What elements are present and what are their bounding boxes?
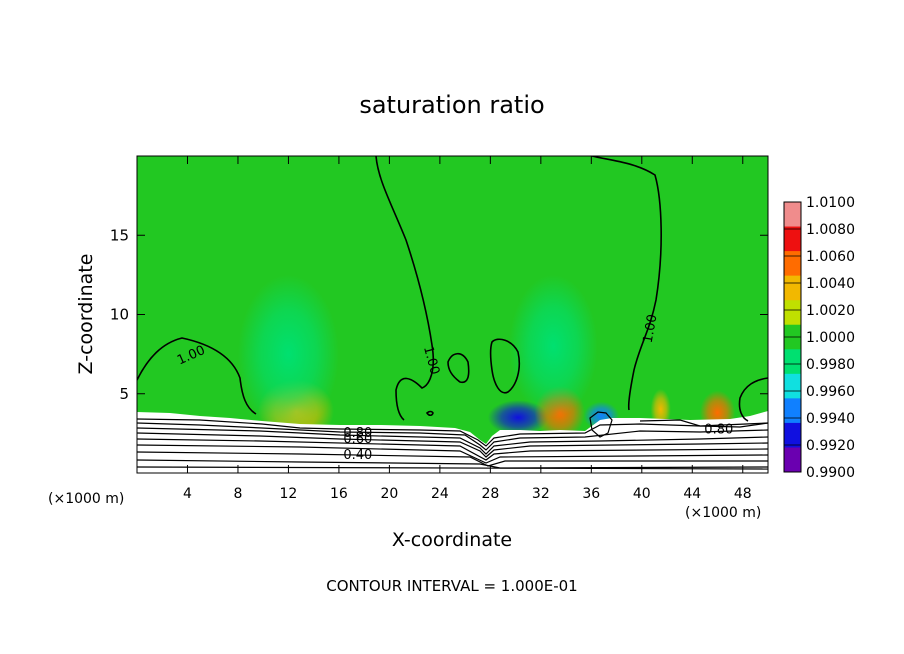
- colorbar-swatch: [784, 373, 801, 399]
- contour-label: 1.00: [420, 345, 442, 377]
- contour-line: [425, 410, 434, 417]
- contour-line: [137, 427, 768, 455]
- contour-line: [591, 156, 662, 411]
- colorbar: 1.0100 1.0080 1.0060 1.0040 1.0020 1.0000 0.99…: [783, 195, 855, 481]
- lower-contour-region: [137, 411, 768, 473]
- contour-line: [137, 337, 257, 415]
- y-axis-ticks: 5 10 15: [110, 226, 768, 403]
- contour-line: [137, 422, 768, 451]
- colorbar-swatch: [784, 275, 801, 301]
- colorbar-label: 1.0060: [806, 249, 855, 265]
- contour-line: [489, 338, 521, 394]
- contour-line: [375, 156, 435, 421]
- colorbar-label: 1.0000: [806, 330, 855, 346]
- colorbar-swatch: [784, 202, 801, 228]
- contour-line: [137, 451, 768, 467]
- x-tick-label: 8: [233, 486, 242, 502]
- x-tick-label: 16: [330, 486, 348, 502]
- colorbar-label: 0.9920: [806, 438, 855, 454]
- contour-line: [447, 352, 470, 384]
- contour-label: 0.80: [704, 423, 733, 438]
- colorbar-swatch: [784, 447, 801, 473]
- contour-line: [137, 418, 768, 447]
- contour-label: 0.60: [343, 432, 372, 447]
- x-tick-label: 44: [683, 486, 701, 502]
- x-tick-label: 4: [183, 486, 192, 502]
- colorbar-label: 0.9940: [806, 411, 855, 427]
- colorbar-label: 1.0020: [806, 303, 855, 319]
- colorbar-label: 1.0100: [806, 195, 855, 211]
- x-axis-ticks: 4 8 12 16 20 24 28 32 36 40 44 48: [183, 156, 752, 502]
- contour-line: [639, 419, 768, 428]
- chart-title: saturation ratio: [359, 91, 544, 119]
- contour-line: [137, 459, 768, 469]
- colorbar-swatch: [784, 226, 801, 252]
- x-tick-label: 48: [734, 486, 752, 502]
- x-tick-label: 32: [532, 486, 550, 502]
- colorbar-swatch: [784, 300, 801, 326]
- field-anomaly: [237, 274, 339, 434]
- colorbar-label: 0.9960: [806, 384, 855, 400]
- colorbar-swatch: [784, 349, 801, 375]
- y-tick-label: 5: [119, 385, 129, 403]
- contour-line: [137, 444, 768, 464]
- contour-interval-note: CONTOUR INTERVAL = 1.000E-01: [326, 577, 577, 595]
- colorbar-label: 0.9980: [806, 357, 855, 373]
- contour-line: [137, 438, 768, 461]
- x-unit-label-left: (×1000 m): [48, 491, 124, 507]
- x-unit-label-right: (×1000 m): [685, 505, 761, 521]
- x-tick-label: 12: [280, 486, 298, 502]
- x-tick-label: 20: [380, 486, 398, 502]
- colorbar-swatch: [784, 251, 801, 277]
- x-tick-label: 24: [431, 486, 449, 502]
- y-tick-label: 15: [110, 226, 129, 244]
- contour-line: [137, 432, 768, 458]
- colorbar-swatch: [784, 422, 801, 448]
- y-tick-label: 10: [110, 306, 129, 324]
- colorbar-label: 1.0040: [806, 276, 855, 292]
- colorbar-label: 0.9900: [806, 465, 855, 481]
- field-anomaly: [509, 274, 598, 418]
- x-tick-label: 36: [582, 486, 600, 502]
- contour-label: 0.40: [343, 448, 372, 463]
- x-axis-label: X-coordinate: [392, 529, 512, 551]
- x-tick-label: 40: [633, 486, 651, 502]
- colorbar-label: 1.0080: [806, 222, 855, 238]
- upper-contours: [137, 156, 768, 422]
- y-axis-label: Z-coordinate: [75, 254, 97, 375]
- contour-line: [738, 377, 768, 422]
- contour-label: 0.80: [343, 426, 372, 441]
- contour-line: [589, 411, 613, 438]
- plot-area: 1.00 1.001.000.800.600.400.80 4 8 12 16 20 24 2…: [110, 155, 769, 502]
- colorbar-swatch: [784, 398, 801, 424]
- contour-label: 1.00: [641, 313, 661, 344]
- x-tick-label: 28: [481, 486, 499, 502]
- contour-line: [137, 466, 768, 470]
